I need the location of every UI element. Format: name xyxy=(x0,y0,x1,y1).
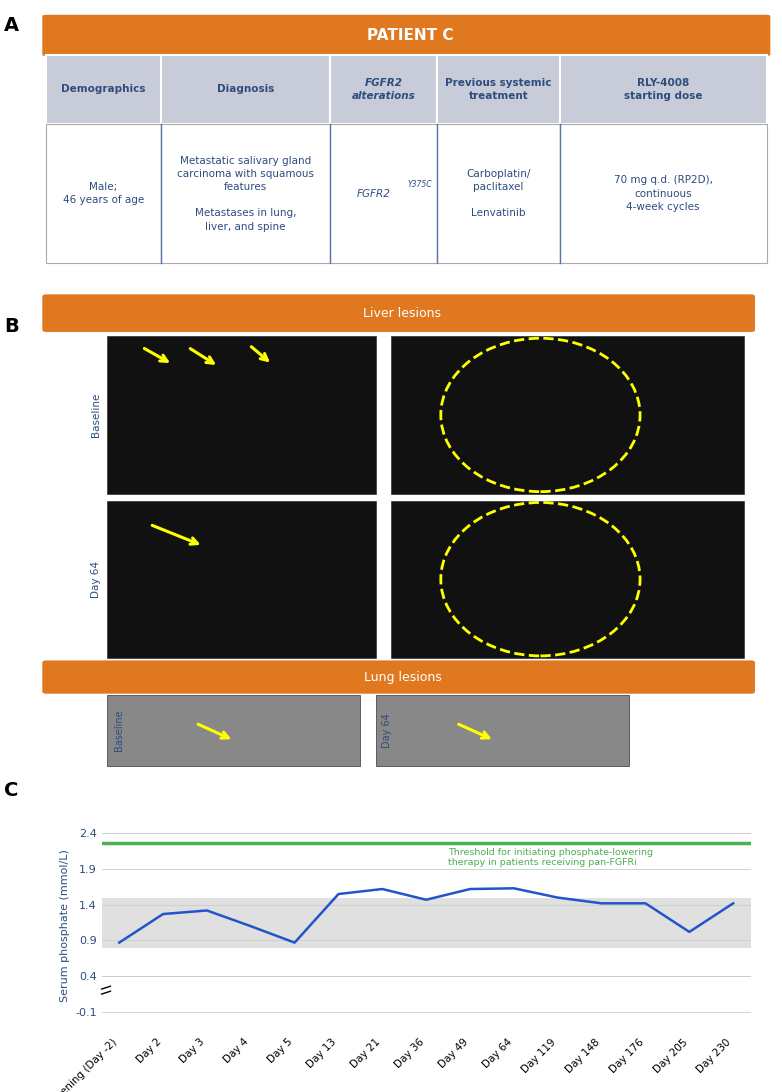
Bar xyxy=(107,336,375,494)
Bar xyxy=(391,336,744,494)
Text: Demographics: Demographics xyxy=(61,84,146,94)
Text: Baseline: Baseline xyxy=(91,393,101,437)
Bar xyxy=(391,500,744,658)
Text: Diagnosis: Diagnosis xyxy=(217,84,274,94)
Text: Male;
46 years of age: Male; 46 years of age xyxy=(63,182,144,205)
Text: B: B xyxy=(4,317,19,335)
Text: Day 64: Day 64 xyxy=(91,560,101,597)
Bar xyxy=(560,55,766,124)
Bar xyxy=(107,695,361,767)
Y-axis label: Serum phosphate (mmol/L): Serum phosphate (mmol/L) xyxy=(59,850,70,1001)
Text: Y375C: Y375C xyxy=(408,180,432,189)
Text: Carboplatin/
paclitaxel

Lenvatinib: Carboplatin/ paclitaxel Lenvatinib xyxy=(466,169,530,218)
Bar xyxy=(437,55,560,124)
Bar xyxy=(46,124,161,263)
FancyBboxPatch shape xyxy=(42,15,770,56)
Bar xyxy=(107,500,375,658)
Text: PATIENT C: PATIENT C xyxy=(367,28,454,43)
Bar xyxy=(102,898,751,948)
Bar xyxy=(46,55,161,124)
Text: RLY-4008
starting dose: RLY-4008 starting dose xyxy=(624,79,702,100)
Text: Previous systemic
treatment: Previous systemic treatment xyxy=(445,79,551,100)
Text: FGFR2
alterations: FGFR2 alterations xyxy=(351,79,415,100)
Text: Lung lesions: Lung lesions xyxy=(364,670,441,684)
Bar xyxy=(437,124,560,263)
Text: Liver lesions: Liver lesions xyxy=(364,307,442,320)
Bar xyxy=(330,55,437,124)
Text: C: C xyxy=(4,781,18,799)
Bar xyxy=(161,124,330,263)
FancyBboxPatch shape xyxy=(42,661,755,693)
Text: A: A xyxy=(4,16,19,35)
Bar xyxy=(375,695,629,767)
Bar xyxy=(560,124,766,263)
Text: Threshold for initiating phosphate-lowering
therapy in patients receiving pan-FG: Threshold for initiating phosphate-lower… xyxy=(448,847,653,867)
Text: FGFR2: FGFR2 xyxy=(357,189,391,199)
Text: Metastatic salivary gland
carcinoma with squamous
features

Metastases in lung,
: Metastatic salivary gland carcinoma with… xyxy=(177,155,314,232)
Bar xyxy=(330,124,437,263)
Text: Day 64: Day 64 xyxy=(382,713,392,748)
FancyBboxPatch shape xyxy=(42,295,755,332)
Bar xyxy=(161,55,330,124)
Text: Baseline: Baseline xyxy=(114,710,124,751)
Text: 70 mg q.d. (RP2D),
continuous
4-week cycles: 70 mg q.d. (RP2D), continuous 4-week cyc… xyxy=(614,176,712,212)
